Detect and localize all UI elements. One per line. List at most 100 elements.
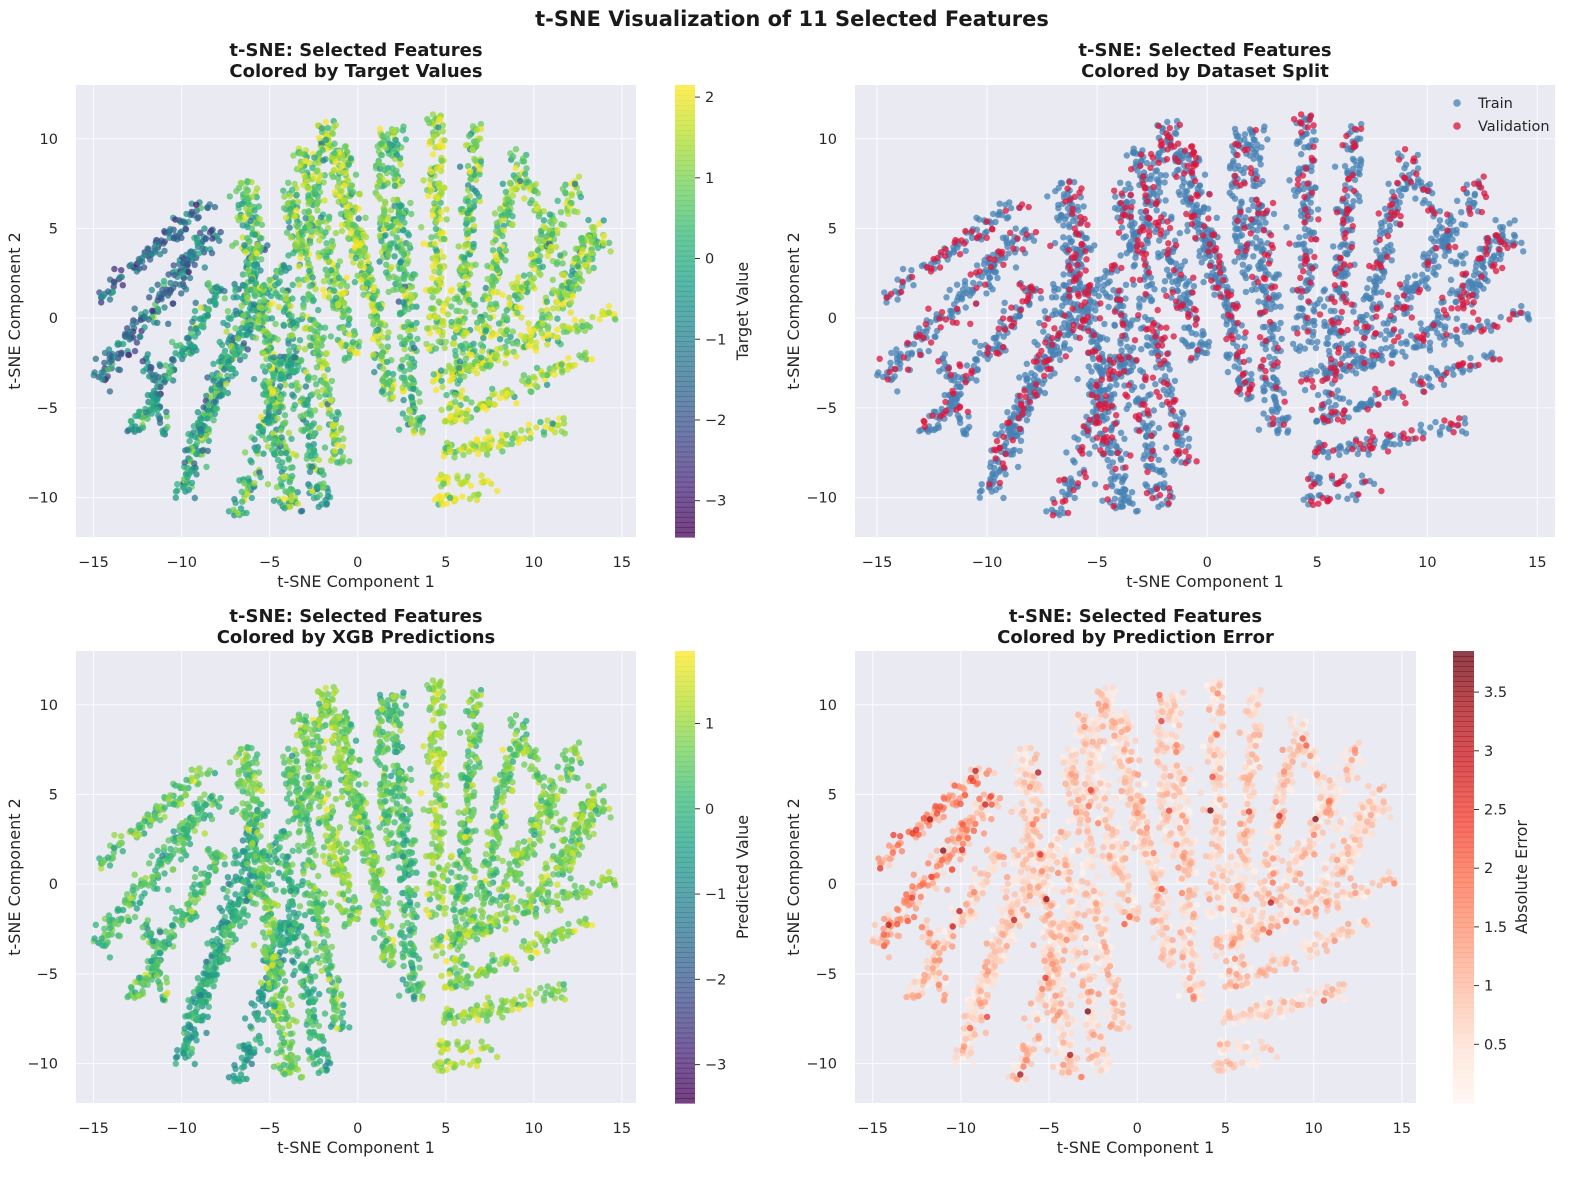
data-point — [286, 347, 293, 354]
data-point — [142, 409, 150, 416]
data-point — [548, 425, 555, 433]
data-point — [1012, 264, 1020, 271]
data-point — [325, 215, 333, 223]
data-point — [283, 229, 291, 236]
data-point — [251, 480, 258, 487]
data-point — [92, 355, 100, 362]
data-point — [1052, 310, 1060, 318]
data-point — [1122, 281, 1130, 288]
data-point — [451, 454, 458, 461]
data-point — [378, 353, 385, 360]
data-point — [439, 332, 446, 339]
data-point — [1000, 307, 1007, 315]
data-point — [390, 196, 397, 204]
data-point — [1121, 496, 1128, 504]
data-point — [438, 471, 445, 478]
data-point — [523, 179, 530, 186]
data-point — [1059, 295, 1067, 302]
data-point — [307, 452, 315, 459]
data-point — [378, 140, 385, 147]
data-point — [489, 330, 496, 337]
data-point — [352, 171, 360, 178]
data-point — [306, 283, 313, 290]
data-point — [210, 417, 217, 424]
data-point — [1085, 363, 1092, 370]
data-point — [509, 213, 516, 220]
data-point — [383, 358, 391, 366]
data-point — [530, 274, 538, 282]
data-point — [379, 333, 386, 341]
data-point — [277, 427, 285, 434]
data-point — [513, 353, 520, 360]
data-point — [243, 189, 250, 197]
data-point — [161, 379, 168, 386]
data-point — [146, 256, 154, 263]
colorbar-segment — [675, 210, 695, 217]
data-point — [106, 388, 114, 395]
data-point — [114, 341, 121, 348]
data-point — [471, 223, 478, 230]
data-point — [464, 473, 471, 480]
data-point — [299, 395, 306, 402]
data-point — [194, 240, 201, 247]
data-point — [527, 435, 534, 442]
data-point — [354, 229, 361, 236]
data-point — [504, 195, 511, 203]
data-point — [340, 197, 348, 204]
y-tick-label: 10 — [819, 132, 837, 148]
data-point — [520, 272, 528, 279]
x-tick-label: 5 — [1313, 555, 1322, 571]
data-point — [549, 276, 556, 283]
data-point — [976, 494, 983, 501]
data-point — [547, 246, 554, 253]
data-point — [106, 359, 114, 366]
data-point — [972, 356, 979, 363]
data-point — [437, 367, 445, 374]
data-point — [492, 236, 499, 244]
colorbar-segment — [675, 185, 695, 192]
data-point — [445, 405, 453, 412]
data-point — [332, 229, 340, 237]
data-point — [1052, 294, 1060, 301]
data-point — [252, 334, 259, 342]
data-point — [470, 243, 477, 251]
data-point — [456, 307, 463, 315]
data-point — [1057, 356, 1064, 364]
data-point — [383, 371, 390, 379]
colorbar-segment — [675, 411, 695, 418]
data-point — [385, 329, 392, 336]
data-point — [127, 328, 134, 336]
data-point — [571, 316, 578, 323]
data-point — [378, 388, 386, 395]
data-point — [482, 292, 489, 299]
data-point — [218, 391, 226, 399]
data-point — [515, 274, 522, 281]
data-point — [1091, 481, 1099, 488]
data-point — [129, 321, 136, 328]
data-point — [273, 484, 281, 491]
data-point — [208, 249, 216, 257]
data-point — [406, 408, 414, 416]
data-point — [436, 264, 443, 271]
data-point — [589, 224, 596, 231]
data-point — [391, 182, 399, 189]
colorbar-segment — [675, 220, 695, 227]
data-point — [607, 248, 614, 255]
data-point — [278, 269, 285, 276]
colorbar-tick-label: 0 — [705, 252, 714, 268]
data-point — [188, 342, 195, 349]
colorbar-segment — [675, 316, 695, 322]
data-point — [98, 369, 105, 376]
data-point — [612, 316, 619, 323]
colorbar-tick-label: 2 — [705, 90, 714, 106]
data-point — [302, 250, 309, 257]
data-point — [1124, 343, 1131, 350]
data-point — [480, 334, 487, 342]
data-point — [316, 424, 323, 432]
data-point — [908, 267, 915, 274]
data-point — [486, 400, 493, 407]
data-point — [362, 214, 369, 221]
colorbar-segment — [675, 426, 695, 433]
data-point — [224, 322, 231, 329]
